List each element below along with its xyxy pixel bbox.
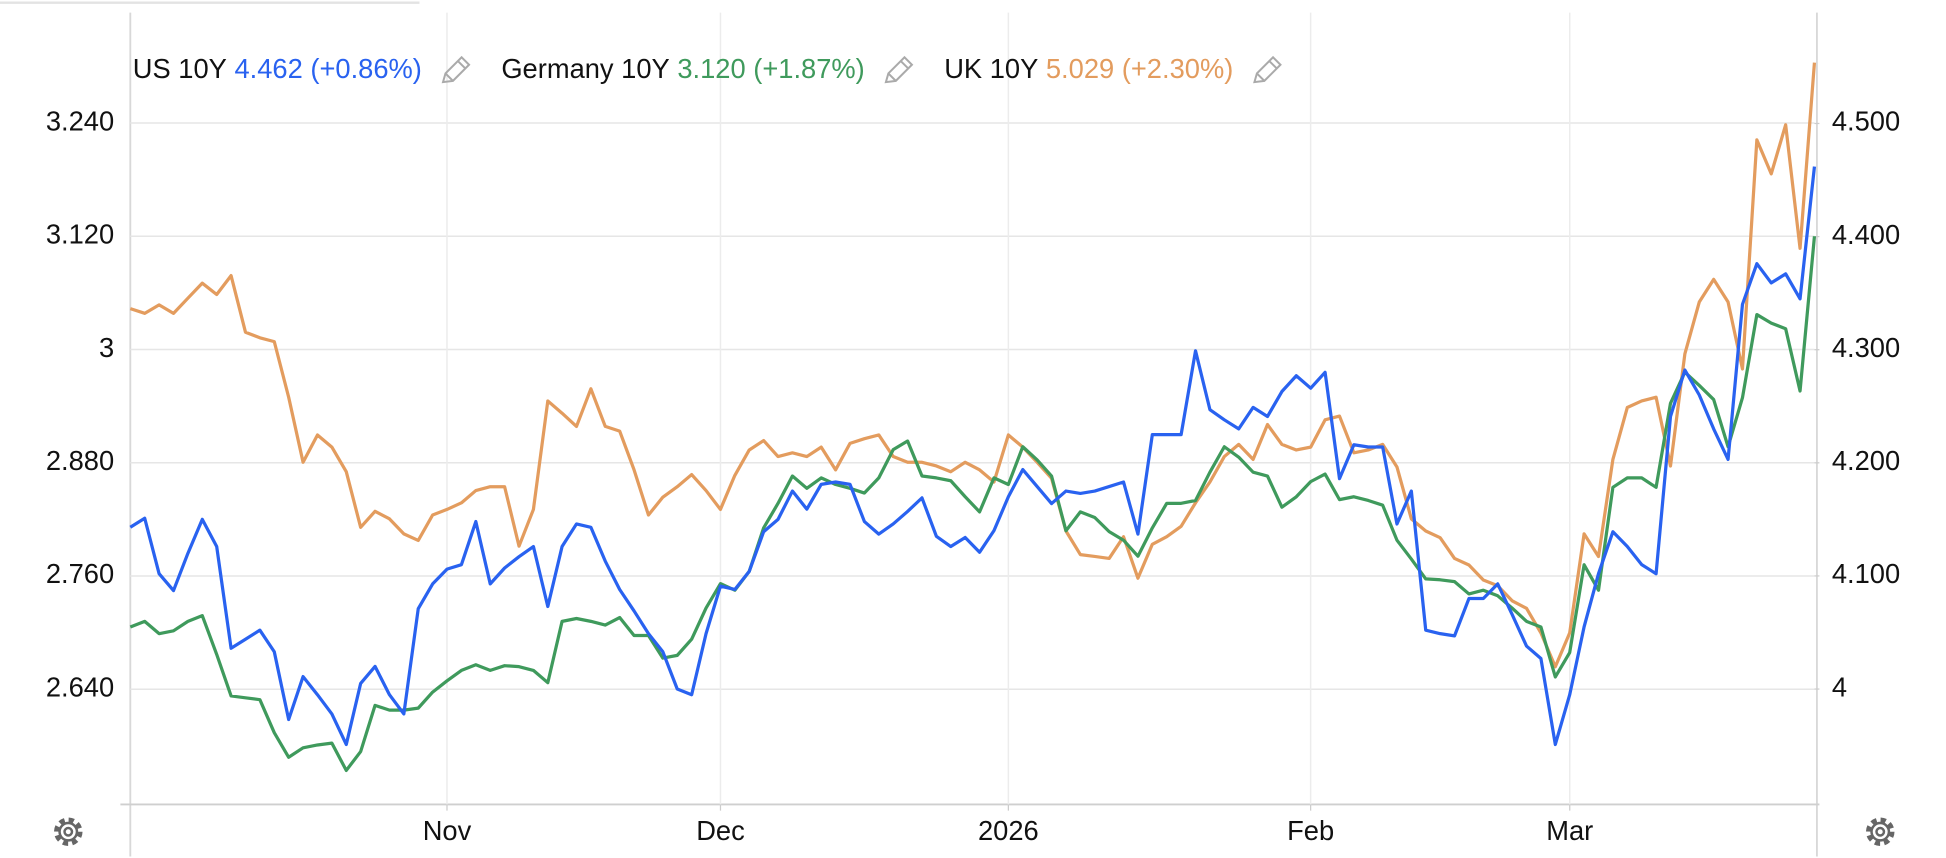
edit-icon[interactable] (1253, 55, 1282, 84)
y-tick-label: 3.120 (46, 219, 114, 250)
y2-tick-label: 4 (1832, 671, 1847, 702)
edit-icon[interactable] (441, 55, 471, 84)
series-line (129, 236, 1817, 773)
x-tick-label: Dec (696, 815, 745, 846)
y-tick-label: 3.240 (46, 105, 114, 136)
series-line (129, 62, 1817, 669)
y-tick-label: 2.880 (46, 445, 114, 476)
x-tick-label: Mar (1546, 815, 1593, 846)
legend-change: (+0.86%) (310, 53, 422, 84)
settings-left[interactable] (53, 817, 83, 846)
gear-teeth (53, 817, 83, 846)
x-tick-label: Nov (423, 815, 472, 846)
pencil (1253, 55, 1282, 84)
gear-body (1870, 821, 1891, 842)
y-tick-label: 2.760 (46, 558, 114, 589)
legend-change: (+1.87%) (753, 53, 865, 84)
legend-entry: UK 10Y 5.029 (+2.30%) (944, 53, 1233, 84)
legend-name: US 10Y (133, 53, 227, 84)
y2-tick-label: 4.300 (1832, 332, 1900, 363)
pencil (884, 55, 914, 84)
gear-hole (1875, 826, 1886, 837)
x-tick-label: 2026 (978, 815, 1039, 846)
legend-last: 5.029 (1046, 53, 1114, 84)
y2-tick-label: 4.400 (1832, 219, 1900, 250)
edit-icon[interactable] (884, 55, 914, 84)
legend-name: Germany 10Y (501, 53, 669, 84)
series-line (129, 166, 1817, 747)
y2-tick-label: 4.500 (1832, 106, 1900, 137)
y2-tick-label: 4.200 (1832, 445, 1900, 476)
y-tick-label: 3 (99, 332, 114, 363)
legend-name: UK 10Y (944, 53, 1038, 84)
legend-last: 3.120 (677, 53, 745, 84)
legend-entry: US 10Y 4.462 (+0.86%) (133, 53, 422, 84)
legend-last: 4.462 (234, 53, 302, 84)
gear-teeth (1865, 817, 1895, 846)
y2-tick-label: 4.100 (1832, 558, 1900, 589)
gear-body (58, 821, 79, 842)
pencil (441, 55, 471, 84)
legend-entry: Germany 10Y 3.120 (+1.87%) (501, 53, 864, 84)
legend-change: (+2.30%) (1122, 53, 1234, 84)
settings-right[interactable] (1865, 817, 1895, 846)
gear-hole (63, 826, 74, 837)
x-tick-label: Feb (1287, 815, 1334, 846)
y-tick-label: 2.640 (46, 672, 114, 703)
